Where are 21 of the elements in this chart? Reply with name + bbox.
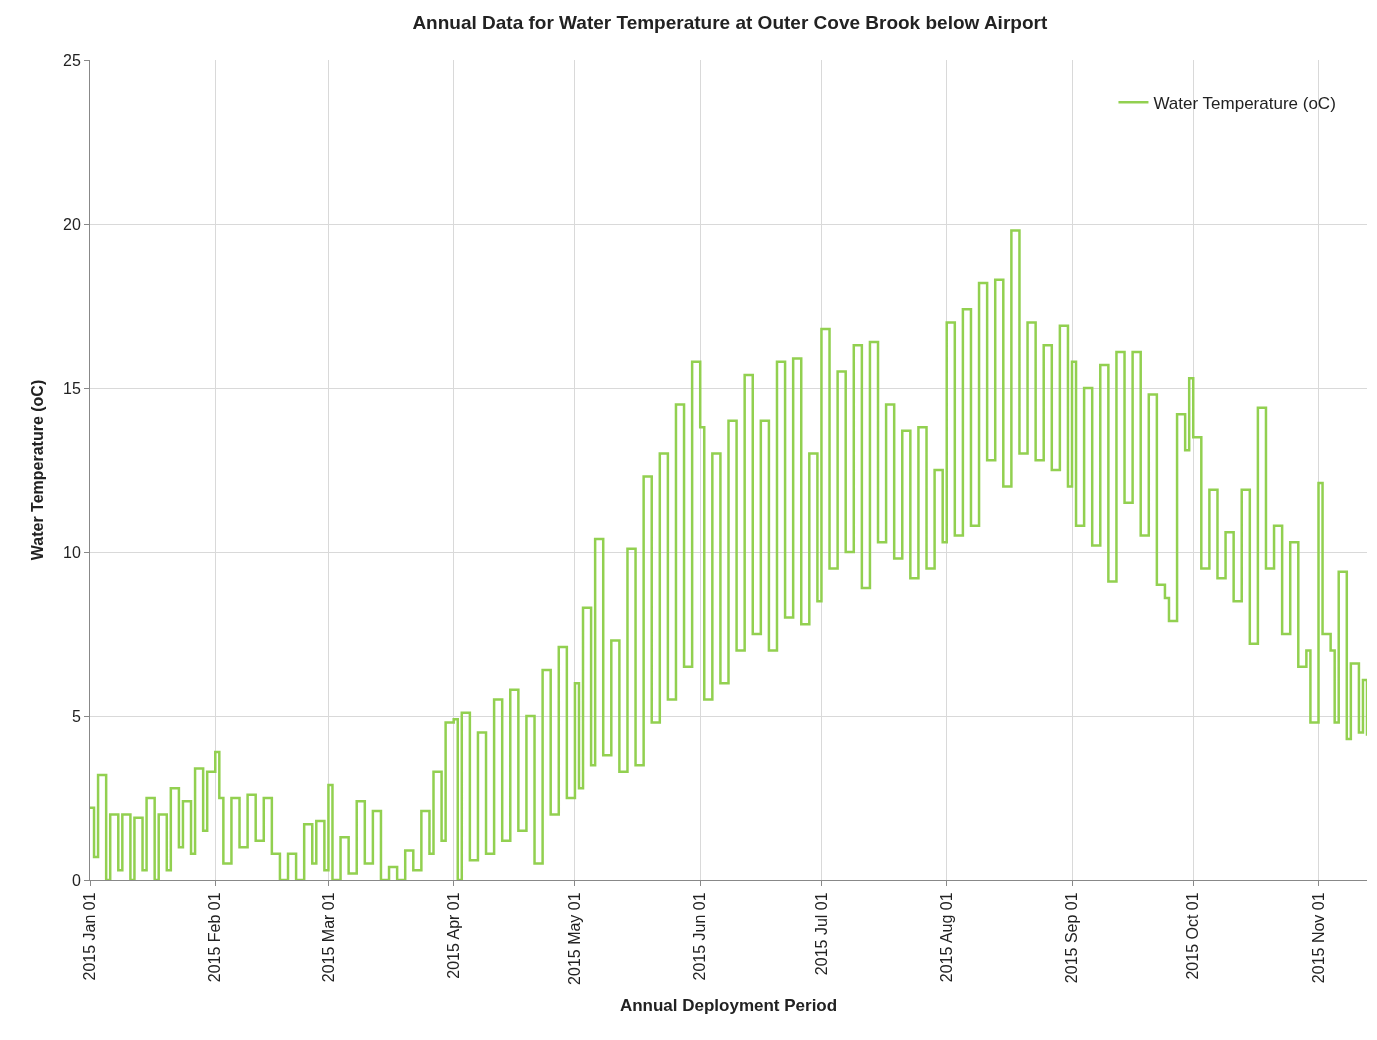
y-tick-label: 20: [63, 215, 81, 233]
x-tick-label: 2015 Apr 01: [444, 892, 462, 979]
y-tick-label: 10: [63, 543, 81, 561]
legend-label: Water Temperature (oC): [1153, 93, 1336, 113]
x-tick-label: 2015 Jul 01: [812, 892, 830, 976]
x-tick-label: 2015 Sep 01: [1063, 892, 1081, 984]
y-tick-label: 25: [63, 51, 81, 69]
x-tick-label: 2015 Nov 01: [1309, 892, 1327, 984]
x-tick-label: 2015 Feb 01: [206, 892, 224, 983]
y-tick-label: 0: [71, 871, 81, 889]
x-tick-label: 2015 May 01: [566, 892, 584, 985]
x-tick-label: 2015 Aug 01: [937, 892, 955, 983]
x-tick-label: 2015 Mar 01: [319, 892, 337, 983]
x-tick-label: 2015 Oct 01: [1184, 892, 1202, 980]
y-axis-title: Water Temperature (oC): [28, 379, 46, 561]
y-tick-label: 15: [63, 379, 81, 397]
x-axis-title: Annual Deployment Period: [619, 996, 838, 1016]
x-tick-label: 2015 Jan 01: [81, 892, 99, 981]
x-tick-label: 2015 Jun 01: [691, 892, 709, 981]
chart-title: Annual Data for Water Temperature at Outer Cove Brook below Airport: [412, 11, 1048, 33]
y-tick-label: 5: [71, 707, 81, 725]
